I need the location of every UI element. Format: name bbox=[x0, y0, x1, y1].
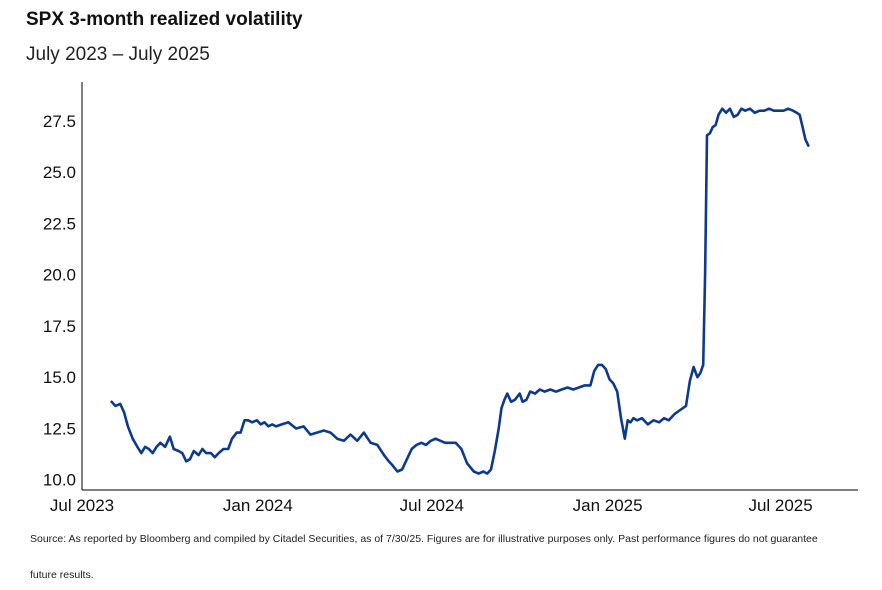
chart-title: SPX 3-month realized volatility bbox=[26, 9, 303, 30]
x-tick-label: Jul 2023 bbox=[50, 496, 114, 515]
y-tick-label: 12.5 bbox=[43, 419, 76, 438]
y-tick-label: 27.5 bbox=[43, 112, 76, 131]
series-line bbox=[110, 107, 810, 475]
x-axis: Jul 2023 Jan 2024 Jul 2024 Jan 2025 Jul 2025 bbox=[50, 489, 858, 515]
y-tick-label: 20.0 bbox=[43, 266, 76, 285]
y-tick-label: 15.0 bbox=[43, 368, 76, 387]
y-axis: 10.0 12.5 15.0 17.5 20.0 22.5 25.0 27.5 bbox=[43, 82, 83, 490]
x-tick-label: Jan 2024 bbox=[223, 496, 293, 515]
series-layer bbox=[110, 107, 810, 475]
volatility-chart: 10.0 12.5 15.0 17.5 20.0 22.5 25.0 27.5 Jul 202… bbox=[43, 82, 858, 515]
source-note: Source: As reported by Bloomberg and com… bbox=[30, 533, 818, 545]
x-tick-label: Jul 2025 bbox=[748, 496, 812, 515]
source-note-continued: future results. bbox=[30, 569, 94, 581]
y-tick-label: 17.5 bbox=[43, 317, 76, 336]
y-tick-label: 22.5 bbox=[43, 214, 76, 233]
y-tick-label: 10.0 bbox=[43, 471, 76, 490]
x-tick-label: Jul 2024 bbox=[400, 496, 464, 515]
chart-subtitle: July 2023 – July 2025 bbox=[26, 44, 210, 65]
x-tick-label: Jan 2025 bbox=[573, 496, 643, 515]
y-tick-label: 25.0 bbox=[43, 163, 76, 182]
